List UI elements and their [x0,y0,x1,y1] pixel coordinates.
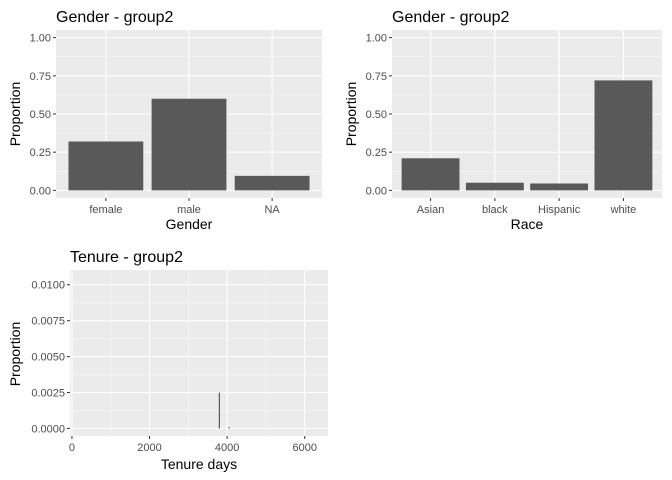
gender-bar [234,175,310,191]
gender-x-tick-label: female [89,204,122,216]
race-y-tick-label: 1.00 [366,33,387,45]
race-chart-x-ticks: Asian black Hispanic white [417,198,636,216]
gender-chart-y-axis-label: Proportion [7,82,23,147]
gender-x-tick-label: NA [264,204,280,216]
race-chart-y-axis-label: Proportion [343,82,359,147]
race-bar [530,183,589,191]
tenure-x-tick-label: 0 [69,442,75,454]
race-x-tick-label: black [482,204,508,216]
race-y-tick-label: 0.75 [366,71,387,83]
race-x-tick-label: white [610,204,637,216]
race-x-tick-label: Asian [417,204,445,216]
race-bar [465,182,524,191]
race-y-tick-label: 0.50 [366,109,387,121]
race-chart-title: Gender - group2 [392,9,510,26]
gender-bar [151,98,227,191]
tenure-chart-panel [70,270,328,436]
gender-y-tick-label: 1.00 [30,33,51,45]
race-chart: Gender - group2 0.00 0.25 0.50 0.75 1.00 Asi… [343,9,662,232]
tenure-x-tick-label: 6000 [292,442,316,454]
gender-chart: Gender - group2 0.00 0.25 0.50 0.75 1.00 fem… [7,9,322,232]
tenure-x-tick-label: 2000 [137,442,161,454]
race-chart-y-ticks: 0.00 0.25 0.50 0.75 1.00 [366,33,392,197]
tenure-chart-bars [218,392,230,429]
tenure-y-tick-label: 0.0025 [31,388,65,400]
race-y-tick-label: 0.00 [366,185,387,197]
tenure-y-tick-label: 0.0100 [31,280,65,292]
race-chart-bars [401,80,653,191]
race-chart-x-axis-label: Race [511,216,544,232]
gender-chart-y-ticks: 0.00 0.25 0.50 0.75 1.00 [30,33,56,197]
gender-y-tick-label: 0.50 [30,109,51,121]
gender-x-tick-label: male [177,204,201,216]
gender-y-tick-label: 0.00 [30,185,51,197]
race-bar [594,80,653,191]
gender-y-tick-label: 0.75 [30,71,51,83]
gender-y-tick-label: 0.25 [30,147,51,159]
race-bar [401,158,460,191]
tenure-chart: Tenure - group2 0.0000 0.0025 0.0050 0.0075… [7,249,328,472]
tenure-chart-y-ticks: 0.0000 0.0025 0.0050 0.0075 0.0100 [31,280,70,435]
gender-chart-x-ticks: female male NA [89,198,280,216]
tenure-y-tick-label: 0.0000 [31,423,65,435]
tenure-chart-x-ticks: 0 2000 4000 6000 [69,436,317,454]
gender-chart-x-axis-label: Gender [166,216,213,232]
race-x-tick-label: Hispanic [538,204,581,216]
gender-chart-bars [68,98,310,191]
tenure-bar [228,427,230,429]
tenure-bar [218,392,220,429]
tenure-y-tick-label: 0.0075 [31,316,65,328]
tenure-chart-title: Tenure - group2 [70,249,183,266]
tenure-y-tick-label: 0.0050 [31,352,65,364]
gender-chart-title: Gender - group2 [56,9,174,26]
gender-bar [68,141,144,191]
tenure-x-tick-label: 4000 [215,442,239,454]
tenure-chart-y-axis-label: Proportion [7,322,23,387]
race-y-tick-label: 0.25 [366,147,387,159]
tenure-chart-x-axis-label: Tenure days [161,456,237,472]
tenure-chart-grid [70,270,328,436]
